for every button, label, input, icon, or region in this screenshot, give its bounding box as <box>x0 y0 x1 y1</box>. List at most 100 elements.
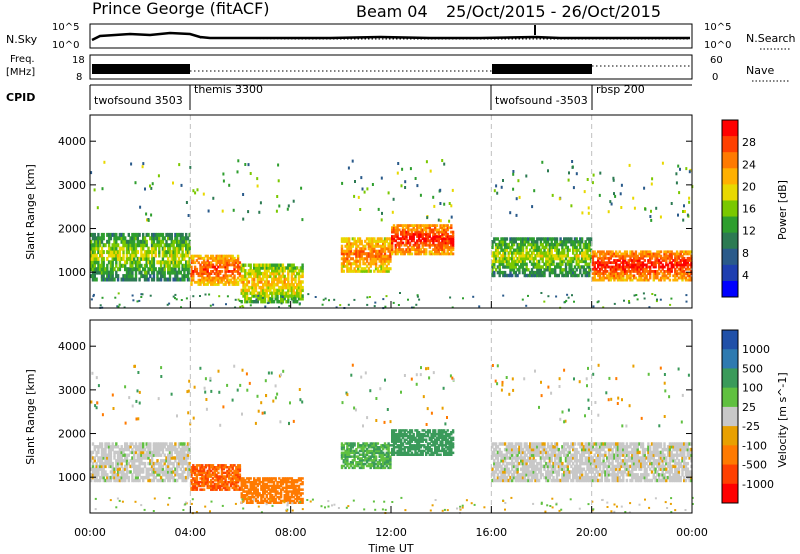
heatmap-cell <box>133 277 136 282</box>
heatmap-cell <box>249 490 252 493</box>
heatmap-cell <box>613 265 616 269</box>
heatmap-cell <box>95 473 98 477</box>
heatmap-cell <box>211 283 215 286</box>
heatmap-cell <box>491 259 494 264</box>
heatmap-cell <box>167 459 170 463</box>
heatmap-cell <box>281 479 285 482</box>
heatmap-cell <box>102 467 105 471</box>
heatmap-cell <box>244 269 247 273</box>
heatmap-cell <box>267 477 270 480</box>
heatmap-cell <box>584 245 587 250</box>
heatmap-cell <box>251 291 254 295</box>
heatmap-cell <box>434 239 437 243</box>
heatmap-cell <box>554 273 557 278</box>
heatmap-cell <box>297 283 301 287</box>
heatmap-cell <box>525 268 528 272</box>
heatmap-cell <box>387 453 390 456</box>
heatmap-cell <box>168 270 172 275</box>
heatmap-cell <box>120 456 123 460</box>
heatmap-cell <box>190 261 193 265</box>
heatmap-cell <box>247 263 251 267</box>
heatmap-cell <box>656 259 659 262</box>
heatmap-cell <box>532 240 535 244</box>
heatmap-cell <box>511 237 514 241</box>
heatmap-cell <box>423 228 426 232</box>
heatmap-cell <box>109 445 113 449</box>
heatmap-cell <box>111 250 114 255</box>
heatmap-cell <box>570 262 573 266</box>
heatmap-cell <box>115 256 118 261</box>
heatmap-cell <box>240 484 243 488</box>
heatmap-cell <box>446 243 449 247</box>
heatmap-cell <box>111 445 114 449</box>
heatmap-cell <box>494 251 498 255</box>
heatmap-cell <box>271 291 274 295</box>
heatmap-cell <box>572 245 575 250</box>
heatmap-cell <box>100 442 104 446</box>
heatmap-cell <box>97 450 100 455</box>
heatmap-cell <box>116 475 120 480</box>
heatmap-cell <box>299 479 302 482</box>
heatmap-cell <box>111 467 114 471</box>
heatmap-cell <box>344 457 347 460</box>
echo-point <box>540 292 543 294</box>
heatmap-cell <box>265 280 268 284</box>
heatmap-cell <box>287 266 290 270</box>
heatmap-cell <box>149 461 152 466</box>
heatmap-cell <box>382 267 385 271</box>
heatmap-cell <box>649 272 652 275</box>
heatmap-cell <box>396 237 399 241</box>
heatmap-cell <box>419 224 423 227</box>
heatmap-cell <box>258 501 261 504</box>
heatmap-cell <box>236 488 240 491</box>
echo-point <box>212 196 215 200</box>
heatmap-cell <box>104 277 107 282</box>
heatmap-cell <box>251 480 254 484</box>
heatmap-cell <box>358 262 362 266</box>
heatmap-cell <box>288 283 292 287</box>
echo-point <box>101 187 104 191</box>
heatmap-cell <box>512 248 516 252</box>
heatmap-cell <box>385 254 388 258</box>
heatmap-cell <box>177 461 181 466</box>
heatmap-cell <box>138 461 141 466</box>
heatmap-cell <box>285 497 288 501</box>
heatmap-cell <box>584 268 587 272</box>
heatmap-cell <box>536 245 539 250</box>
heatmap-cell <box>124 442 127 446</box>
heatmap-cell <box>432 237 435 241</box>
heatmap-cell <box>150 256 154 261</box>
heatmap-cell <box>365 459 369 462</box>
heatmap-cell <box>435 243 439 247</box>
mhz-label: [MHz] <box>6 67 35 78</box>
heatmap-cell <box>432 235 435 238</box>
heatmap-cell <box>158 473 161 477</box>
heatmap-cell <box>382 461 385 464</box>
heatmap-cell <box>170 250 173 255</box>
echo-point <box>425 160 428 164</box>
heatmap-cell <box>278 288 281 293</box>
heatmap-cell <box>340 244 344 248</box>
heatmap-cell <box>100 456 104 460</box>
echo-point <box>381 211 383 215</box>
heatmap-cell <box>197 272 200 275</box>
heatmap-cell <box>385 457 388 460</box>
heatmap-cell <box>290 480 294 484</box>
heatmap-cell <box>380 444 383 447</box>
heatmap-cell <box>263 499 267 503</box>
heatmap-cell <box>604 265 607 269</box>
heatmap-cell <box>152 274 156 279</box>
heatmap-cell <box>174 467 177 471</box>
heatmap-cell <box>215 473 218 476</box>
heatmap-cell <box>572 240 575 244</box>
heatmap-cell <box>387 446 390 449</box>
heatmap-cell <box>505 265 509 269</box>
heatmap-cell <box>208 263 211 267</box>
heatmap-cell <box>632 254 636 258</box>
heatmap-cell <box>631 265 634 269</box>
heatmap-cell <box>158 445 161 449</box>
heatmap-cell <box>136 475 139 480</box>
heatmap-cell <box>111 274 114 279</box>
heatmap-cell <box>167 461 170 466</box>
heatmap-cell <box>629 250 632 254</box>
